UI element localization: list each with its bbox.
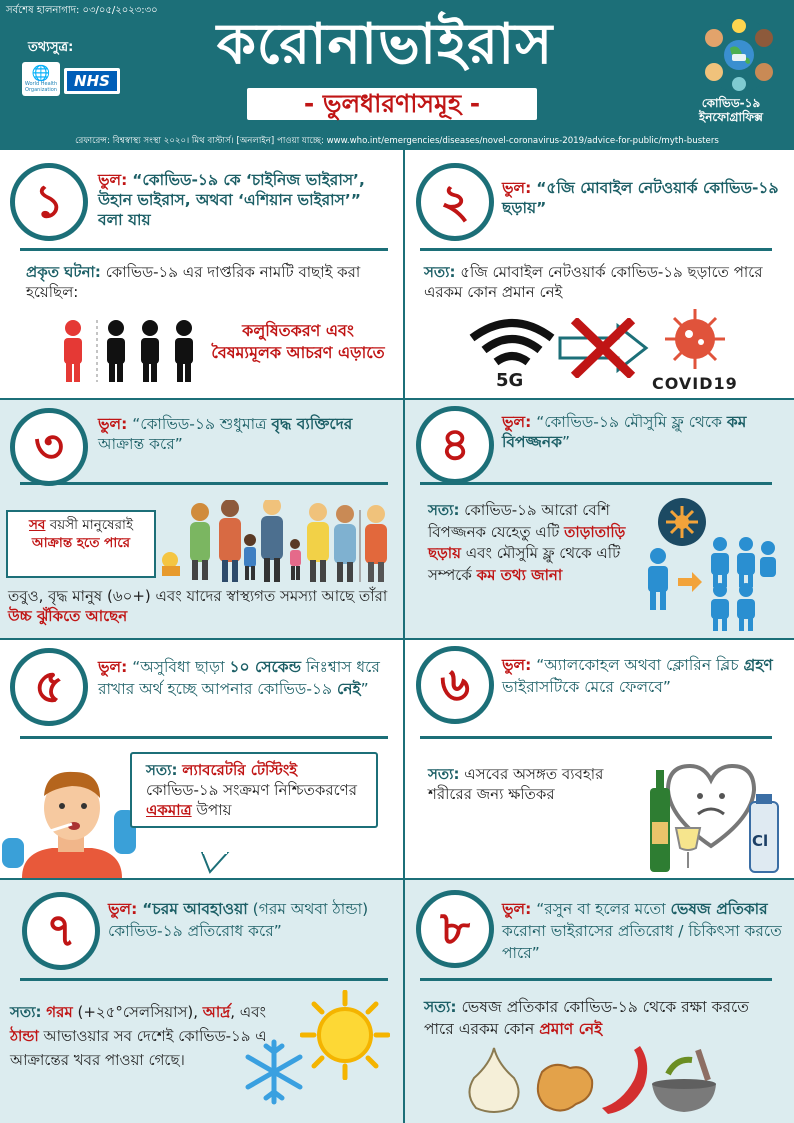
chlorine-label: Cl <box>752 832 769 850</box>
myth-text: ভুল: “চরম আবহাওয়া (গরম অথবা ঠান্ডা) কোভ… <box>108 900 369 940</box>
sources-label: তথ্যসুত্র: <box>28 40 74 55</box>
fact-text: প্রকৃত ঘটনা: কোভিড-১৯ এর দাপ্তরিক নামটি … <box>26 263 361 301</box>
last-updated: সর্বশেষ হালনাগাদ: ০৩/০৫/২০২৩:৩০ <box>6 5 158 16</box>
blocked-arrow-icon <box>558 318 649 378</box>
myth-text: ভুল: “৫জি মোবাইল নেটওয়ার্ক কোভিড-১৯ ছড়… <box>502 179 779 217</box>
header-banner: সর্বশেষ হালনাগাদ: ০৩/০৫/২০২৩:৩০ তথ্যসুত্… <box>0 0 794 150</box>
card-number: ৩ <box>10 408 88 486</box>
myth-text: ভুল: “অসুবিধা ছাড়া ১০ সেকেন্ড নিঃশ্বাস … <box>98 658 380 698</box>
snowflake-icon <box>245 1039 303 1105</box>
fact-text: তবুও, বৃদ্ধ মানুষ (৬০+) এবং যাদের স্বাস্… <box>8 587 388 625</box>
wifi-icon <box>469 319 555 366</box>
myth-text: ভুল: “কোভিড-১৯ কে ‘চাইনিজ ভাইরাস’, উহান … <box>98 171 365 229</box>
all-ages-box: সব বয়সী মানুষেরাই আক্রান্ত হতে পারে <box>6 510 156 578</box>
fact-text: সত্য: ৫জি মোবাইল নেটওয়ার্ক কোভিড-১৯ ছড়… <box>424 263 763 301</box>
myth-text: ভুল: “কোভিড-১৯ মৌসুমি ফ্লু থেকে কম বিপজ্… <box>502 413 747 451</box>
card-number: ৫ <box>10 648 88 726</box>
row-divider <box>0 878 794 880</box>
virus-icon <box>665 309 725 369</box>
people-icon <box>64 320 193 382</box>
card-number: ৪ <box>416 406 494 484</box>
separator <box>20 482 388 485</box>
fact-text: সত্য: এসবের অসঙ্গত ব্যবহার শরীরের জন্য ক… <box>428 765 604 803</box>
fact-text: সত্য: গরম (+২৫°সেলসিয়াস), আর্দ্র, এবং ঠ… <box>10 1003 267 1069</box>
infographic-badge: কোভিড-১৯ ইনফোগ্রাফিক্স <box>699 96 763 124</box>
sun-icon <box>300 990 390 1080</box>
herbal-remedies-icon <box>468 1046 716 1114</box>
fact-text: সত্য: ভেষজ প্রতিকার কোভিড-১৯ থেকে রক্ষা … <box>424 998 749 1038</box>
swab-test-icon <box>2 771 136 878</box>
card-number: ৮ <box>416 890 494 968</box>
reference-line: রেফারেন্স: বিশ্বস্বাস্থ্য সংস্থা ২০২০। ম… <box>75 136 719 146</box>
separator <box>420 978 772 981</box>
page-subtitle: - ভুলধারণাসমূহ - <box>247 88 537 120</box>
myth-text: ভুল: “কোভিড-১৯ শুধুমাত্র বৃদ্ধ ব্যক্তিদে… <box>98 415 353 453</box>
separator <box>420 482 772 485</box>
card-number: ২ <box>416 163 494 241</box>
myth-text: ভুল: “রসুন বা হলের মতো ভেষজ প্রতিকার করো… <box>502 900 782 962</box>
myth-text: ভুল: “অ্যালকোহল অথবা ক্লোরিন ব্লিচ গ্রহণ… <box>502 656 773 696</box>
separator <box>20 248 388 251</box>
page-title: করোনাভাইরাস <box>216 12 554 77</box>
bubble-tail <box>200 852 230 874</box>
fact-text: সত্য: কোভিড-১৯ আরো বেশি বিপজ্জনক যেহেতু … <box>428 501 626 584</box>
who-logo: 🌐 World Health Organization <box>22 62 60 96</box>
covid-label: COVID19 <box>652 374 738 393</box>
harmful-substances-icon <box>650 763 779 873</box>
separator <box>20 978 388 981</box>
card-number: ৭ <box>22 892 100 970</box>
nhs-logo: NHS <box>64 68 120 94</box>
fact-bubble: সত্য: ল্যাবরেটরি টেস্টিংই কোভিড-১৯ সংক্র… <box>130 752 378 828</box>
spread-icon <box>648 498 776 631</box>
family-icon <box>162 500 387 582</box>
row-divider <box>0 398 794 400</box>
separator <box>420 248 772 251</box>
separator <box>20 736 388 739</box>
separator <box>420 736 772 739</box>
card-number: ১ <box>10 163 88 241</box>
5g-label: 5G <box>496 370 524 391</box>
purpose-note: কলুষিতকরণ এবং বৈষম্যমূলক আচরণ এড়াতে <box>211 321 385 362</box>
card-number: ৬ <box>416 646 494 724</box>
column-divider <box>403 150 405 1123</box>
row-divider <box>0 638 794 640</box>
globe-hands-icon <box>702 18 776 92</box>
